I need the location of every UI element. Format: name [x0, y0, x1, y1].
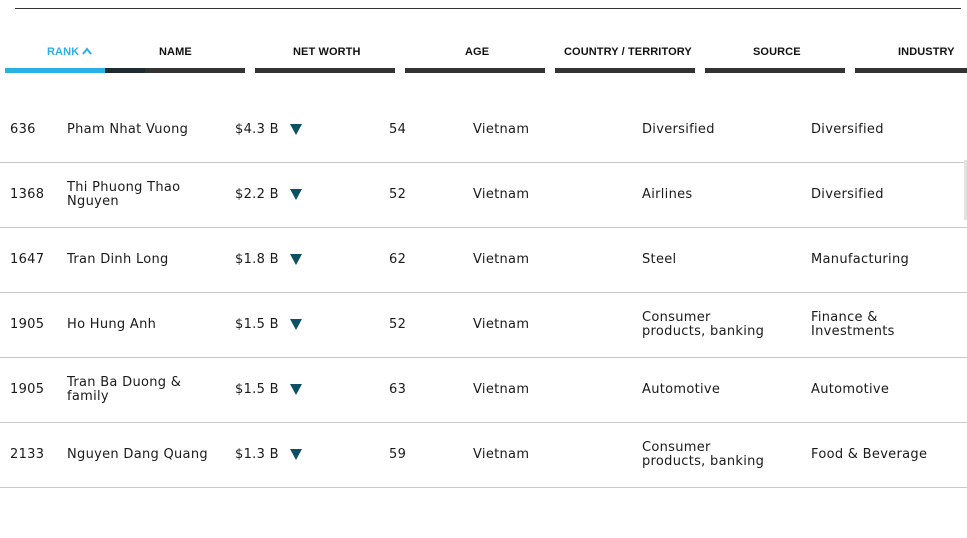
- table-header: RANK NAME NET WORTH AGE COUNTRY / TERRIT…: [0, 0, 967, 80]
- column-header-industry[interactable]: INDUSTRY: [898, 46, 955, 58]
- industry-cell: Manufacturing: [811, 251, 910, 267]
- age-cell: 52: [389, 316, 407, 332]
- rank-cell: 1905: [10, 381, 45, 397]
- name-cell: Nguyen Dang Quang: [67, 446, 208, 462]
- trend-down-icon[interactable]: [289, 319, 302, 330]
- source-cell: Airlines: [642, 186, 693, 202]
- country-cell: Vietnam: [473, 381, 530, 397]
- net-worth-cell: $1.3 B: [235, 422, 335, 487]
- table-row[interactable]: 1905 Tran Ba Duong & family $1.5 B 63 Vi…: [0, 357, 967, 423]
- age-cell: 54: [389, 121, 407, 137]
- trend-down-icon[interactable]: [289, 189, 302, 200]
- net-worth-value: $1.5 B: [235, 381, 279, 397]
- table-row[interactable]: 1647 Tran Dinh Long $1.8 B 62 Vietnam St…: [0, 227, 967, 293]
- name-cell: Pham Nhat Vuong: [67, 121, 189, 137]
- net-worth-column-underline: [255, 68, 395, 73]
- table-row[interactable]: 1905 Ho Hung Anh $1.5 B 52 Vietnam Consu…: [0, 292, 967, 358]
- rank-cell: 1905: [10, 316, 45, 332]
- net-worth-value: $2.2 B: [235, 186, 279, 202]
- net-worth-cell: $4.3 B: [235, 97, 335, 162]
- name-column-underline: [145, 68, 245, 73]
- industry-cell: Finance & Investments: [811, 309, 895, 339]
- net-worth-cell: $1.8 B: [235, 227, 335, 292]
- country-cell: Vietnam: [473, 186, 530, 202]
- trend-down-icon[interactable]: [289, 254, 302, 265]
- source-cell: Steel: [642, 251, 677, 267]
- name-cell: Ho Hung Anh: [67, 316, 157, 332]
- country-column-underline: [555, 68, 695, 73]
- name-cell: Tran Ba Duong & family: [67, 374, 182, 404]
- name-cell: Tran Dinh Long: [67, 251, 169, 267]
- trend-down-icon[interactable]: [289, 384, 302, 395]
- age-cell: 52: [389, 186, 407, 202]
- column-header-country[interactable]: COUNTRY / TERRITORY: [564, 46, 692, 58]
- age-cell: 63: [389, 381, 407, 397]
- source-column-underline: [705, 68, 845, 73]
- age-cell: 62: [389, 251, 407, 267]
- source-cell: Consumer products, banking: [642, 439, 765, 469]
- country-cell: Vietnam: [473, 446, 530, 462]
- column-header-source[interactable]: SOURCE: [753, 46, 801, 58]
- industry-cell: Food & Beverage: [811, 446, 928, 462]
- net-worth-value: $1.3 B: [235, 446, 279, 462]
- rank-cell: 636: [10, 121, 36, 137]
- trend-down-icon[interactable]: [289, 124, 302, 135]
- country-cell: Vietnam: [473, 121, 530, 137]
- net-worth-value: $4.3 B: [235, 121, 279, 137]
- column-header-net-worth[interactable]: NET WORTH: [293, 46, 361, 58]
- industry-cell: Diversified: [811, 121, 884, 137]
- top-divider: [15, 8, 961, 9]
- chevron-up-icon: [82, 47, 92, 55]
- net-worth-cell: $2.2 B: [235, 162, 335, 227]
- trend-down-icon[interactable]: [289, 449, 302, 460]
- country-cell: Vietnam: [473, 316, 530, 332]
- column-header-rank-label: RANK: [47, 46, 80, 58]
- net-worth-cell: $1.5 B: [235, 357, 335, 422]
- industry-cell: Diversified: [811, 186, 884, 202]
- table-row[interactable]: 2133 Nguyen Dang Quang $1.3 B 59 Vietnam…: [0, 422, 967, 488]
- column-header-rank[interactable]: RANK: [47, 46, 92, 58]
- column-header-age[interactable]: AGE: [465, 46, 490, 58]
- net-worth-value: $1.5 B: [235, 316, 279, 332]
- net-worth-value: $1.8 B: [235, 251, 279, 267]
- industry-cell: Automotive: [811, 381, 890, 397]
- rank-cell: 2133: [10, 446, 45, 462]
- table-row[interactable]: 636 Pham Nhat Vuong $4.3 B 54 Vietnam Di…: [0, 97, 967, 163]
- net-worth-cell: $1.5 B: [235, 292, 335, 357]
- name-cell: Thi Phuong Thao Nguyen: [67, 179, 181, 209]
- scrollbar[interactable]: [964, 160, 967, 220]
- rank-cell: 1368: [10, 186, 45, 202]
- source-cell: Automotive: [642, 381, 721, 397]
- age-column-underline: [405, 68, 545, 73]
- industry-column-underline: [855, 68, 967, 73]
- column-header-name[interactable]: NAME: [159, 46, 192, 58]
- rank-column-underline: [5, 68, 145, 73]
- age-cell: 59: [389, 446, 407, 462]
- rank-cell: 1647: [10, 251, 45, 267]
- country-cell: Vietnam: [473, 251, 530, 267]
- table-row[interactable]: 1368 Thi Phuong Thao Nguyen $2.2 B 52 Vi…: [0, 162, 967, 228]
- source-cell: Consumer products, banking: [642, 309, 765, 339]
- source-cell: Diversified: [642, 121, 715, 137]
